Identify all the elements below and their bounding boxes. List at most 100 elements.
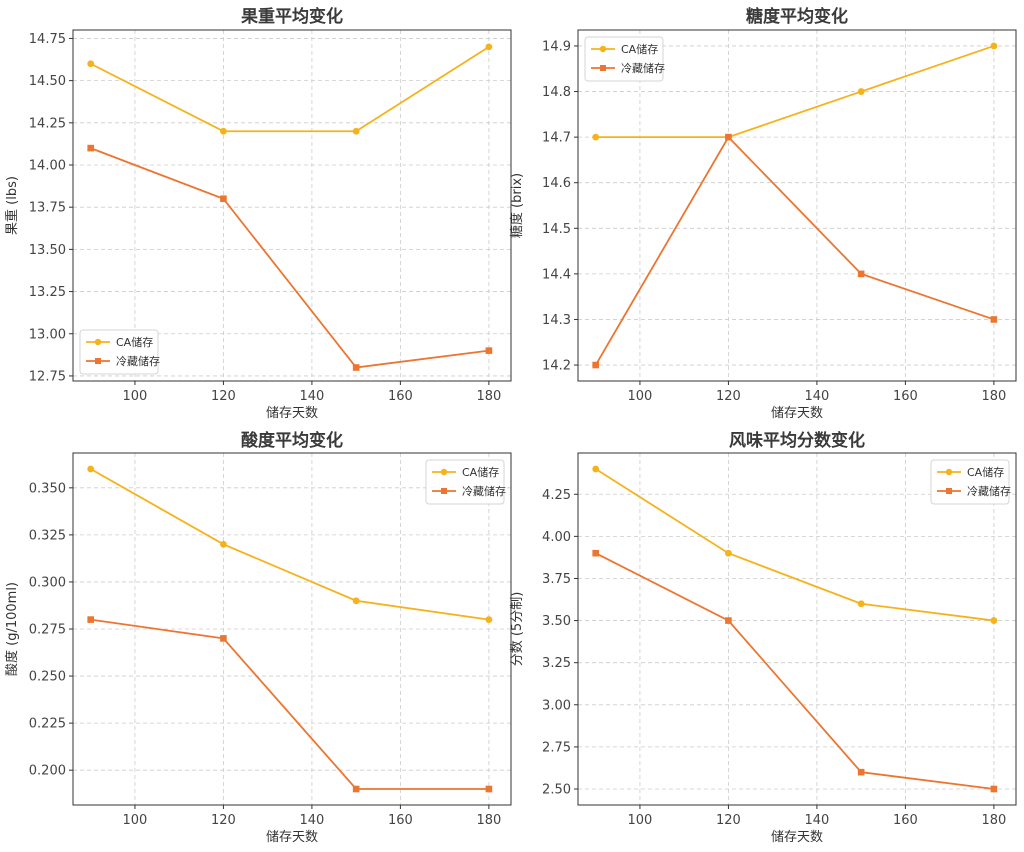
y-tick-label: 14.4 [542,267,571,282]
y-tick-label: 0.225 [29,717,66,732]
x-tick-label: 140 [299,813,324,828]
data-point [220,635,227,642]
y-tick-label: 14.25 [29,116,66,131]
x-tick-label: 180 [476,389,501,404]
x-tick-label: 120 [211,813,236,828]
series-line-2 [90,147,489,369]
series-line-1 [90,468,490,621]
data-point [990,785,998,793]
x-tick-label: 140 [299,389,324,404]
y-tick-label: 14.8 [542,85,571,100]
data-point [485,785,493,793]
x-tick-label: 180 [981,389,1006,404]
x-tick-label: 160 [388,389,413,404]
x-tick-label: 120 [716,813,741,828]
series-line-1 [90,46,490,133]
y-tick-label: 13.50 [29,243,66,258]
y-tick-label: 14.9 [542,39,571,54]
y-tick-label: 4.00 [542,530,571,545]
data-point [725,133,732,141]
y-axis-label: 酸度 (g/100ml) [4,582,20,676]
data-point [990,316,998,323]
chart-panel-3: 100 120 140 160 180 0.200 0.225 0.250 0.275 0.300… [4,430,512,845]
y-tick-label: 3.75 [542,572,571,587]
x-tick-label: 160 [893,813,918,828]
series-line-2 [90,618,489,790]
x-tick-label: 120 [716,389,741,404]
legend-marker [600,65,606,71]
y-tick-label: 0.325 [29,528,66,543]
data-point [87,144,94,152]
x-tick-label: 100 [123,813,148,828]
y-tick-label: 14.7 [542,131,571,146]
data-point [485,347,493,354]
x-tick-label: 100 [628,389,653,404]
data-point [990,617,998,624]
y-tick-label: 14.2 [542,359,571,374]
plot-frame [577,29,1017,382]
data-point [220,195,227,203]
series-line-1 [595,468,994,622]
y-tick-label: 0.200 [29,764,66,779]
data-point [352,364,360,371]
legend-marker [441,488,447,494]
data-point [220,540,227,548]
y-tick-label: 14.75 [29,32,66,47]
plot-frame [577,452,1017,806]
legend-label: CA储存 [116,335,153,349]
data-point [725,617,732,624]
legend-marker [946,488,952,494]
data-point [87,616,94,623]
x-tick-label: 100 [628,813,653,828]
x-tick-label: 140 [804,389,829,404]
chart-title: 果重平均变化 [241,6,343,27]
y-tick-label: 2.75 [542,740,571,755]
legend-label: CA储存 [967,465,1004,479]
data-point [592,549,599,557]
y-tick-label: 3.50 [542,614,571,629]
y-tick-label: 14.3 [542,313,571,328]
legend-marker [599,45,607,53]
data-point [592,361,599,369]
legend-marker [94,338,102,346]
data-point [857,600,865,608]
x-tick-label: 140 [804,813,829,828]
x-axis-label: 储存天数 [771,406,823,421]
y-tick-label: 14.6 [542,176,571,191]
y-tick-label: 3.25 [542,656,571,671]
y-tick-label: 12.75 [29,369,66,384]
y-axis-label: 分数 (5分制) [510,592,525,667]
legend-label: 冷藏储存 [967,484,1011,498]
y-tick-label: 3.00 [542,698,571,713]
data-point [857,270,865,278]
y-axis-label: 糖度 (brix) [509,173,525,238]
legend-label: 冷藏储存 [116,354,160,368]
data-point [592,133,600,141]
x-tick-label: 160 [893,389,918,404]
y-tick-label: 13.25 [29,285,66,300]
legend-marker [95,358,101,364]
data-point [485,43,493,51]
y-tick-label: 14.00 [29,159,66,174]
data-point [485,616,493,623]
data-point [725,549,732,557]
x-tick-label: 180 [476,813,501,828]
chart-title: 风味平均分数变化 [729,430,865,451]
x-tick-label: 100 [123,389,148,404]
y-tick-label: 2.50 [542,783,571,798]
x-axis-label: 储存天数 [266,830,318,845]
y-tick-label: 0.250 [29,670,66,685]
data-point [857,768,865,776]
data-point [87,465,95,473]
chart-panel-1: 100 120 140 160 180 12.75 13.00 13.25 13.50 13.75… [4,6,512,421]
legend-label: CA储存 [462,465,499,479]
x-tick-label: 180 [981,813,1006,828]
x-tick-label: 160 [388,813,413,828]
data-point [352,597,360,605]
x-axis-label: 储存天数 [266,406,318,421]
series-line-2 [594,135,995,366]
